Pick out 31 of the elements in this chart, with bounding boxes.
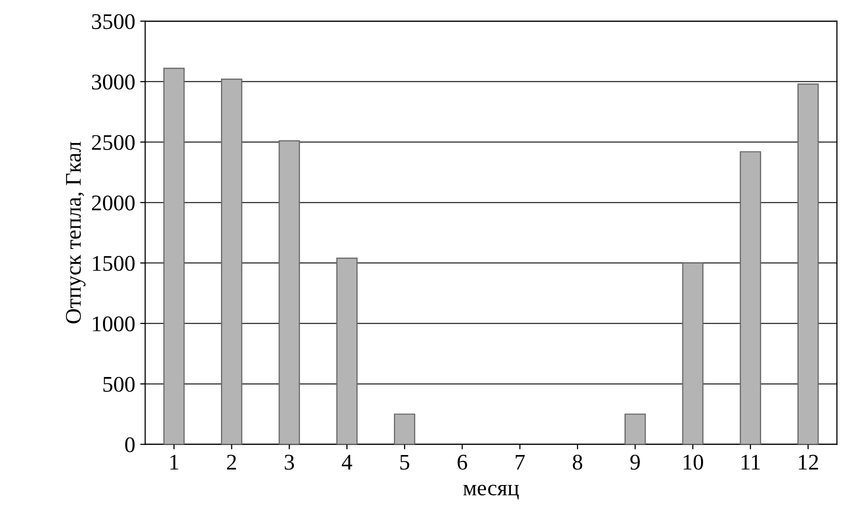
- bar: [394, 414, 416, 444]
- bar: [278, 140, 300, 444]
- x-tick-label: 6: [458, 454, 468, 470]
- x-tick-label: 8: [572, 454, 582, 470]
- x-tick-label: 7: [516, 454, 525, 470]
- y-axis-title: Отпуск тепла, Гкал: [66, 142, 86, 324]
- bar: [797, 83, 819, 444]
- bar: [336, 258, 358, 444]
- x-tick-label: 11: [742, 454, 760, 470]
- bar: [624, 414, 646, 444]
- y-tick-label: 1000: [92, 316, 135, 332]
- y-tick-label: 0: [125, 437, 135, 452]
- y-tick-label: 3000: [92, 74, 135, 90]
- y-tick-label: 1500: [92, 256, 135, 271]
- y-tick-label: 2500: [92, 135, 135, 150]
- bar: [221, 78, 242, 444]
- x-tick-label: 3: [284, 454, 294, 470]
- bar: [163, 68, 185, 444]
- x-tick-label: 9: [630, 454, 640, 470]
- x-tick-label: 5: [400, 454, 410, 470]
- x-tick-label: 10: [684, 454, 704, 470]
- x-axis-title: месяц: [463, 484, 519, 500]
- y-tick-label: 3500: [92, 14, 135, 30]
- x-tick-label: 4: [342, 454, 352, 470]
- x-tick-label: 2: [227, 454, 236, 470]
- y-tick-label: 2000: [92, 195, 135, 210]
- y-tick-label: 500: [103, 376, 135, 392]
- x-tick-label: 1: [170, 454, 178, 470]
- bar: [682, 262, 704, 444]
- x-tick-label: 12: [798, 454, 818, 470]
- bar: [740, 151, 762, 444]
